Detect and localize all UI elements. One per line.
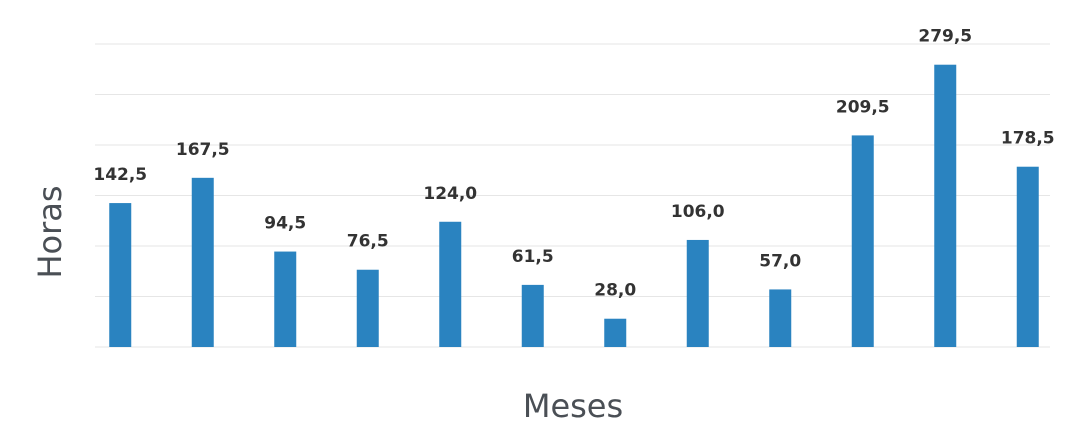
x-axis-label: Meses — [523, 387, 623, 425]
bar — [356, 269, 379, 347]
value-label: 209,5 — [836, 97, 890, 117]
value-label: 142,5 — [93, 165, 147, 185]
bar — [769, 289, 792, 347]
value-label: 167,5 — [176, 140, 230, 160]
bar — [604, 318, 627, 347]
value-label: 57,0 — [759, 251, 801, 271]
value-label: 28,0 — [594, 281, 636, 301]
bar — [934, 64, 957, 347]
value-label: 124,0 — [423, 184, 477, 204]
y-axis-label: Horas — [31, 185, 69, 278]
value-label: 106,0 — [671, 202, 725, 222]
bar — [1016, 166, 1039, 347]
value-label: 279,5 — [918, 27, 972, 47]
value-label: 76,5 — [347, 232, 389, 252]
bar — [686, 239, 709, 347]
bar — [439, 221, 462, 347]
bar — [274, 251, 297, 347]
value-label: 178,5 — [1001, 129, 1055, 149]
value-label: 61,5 — [512, 247, 554, 267]
bar — [109, 203, 132, 347]
bar — [521, 284, 544, 347]
bar — [851, 135, 874, 347]
bar — [191, 177, 214, 347]
value-label: 94,5 — [264, 214, 306, 234]
